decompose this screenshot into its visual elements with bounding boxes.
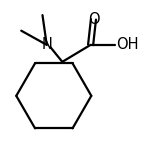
- Text: O: O: [88, 12, 99, 27]
- Text: OH: OH: [116, 37, 139, 52]
- Text: N: N: [41, 37, 52, 52]
